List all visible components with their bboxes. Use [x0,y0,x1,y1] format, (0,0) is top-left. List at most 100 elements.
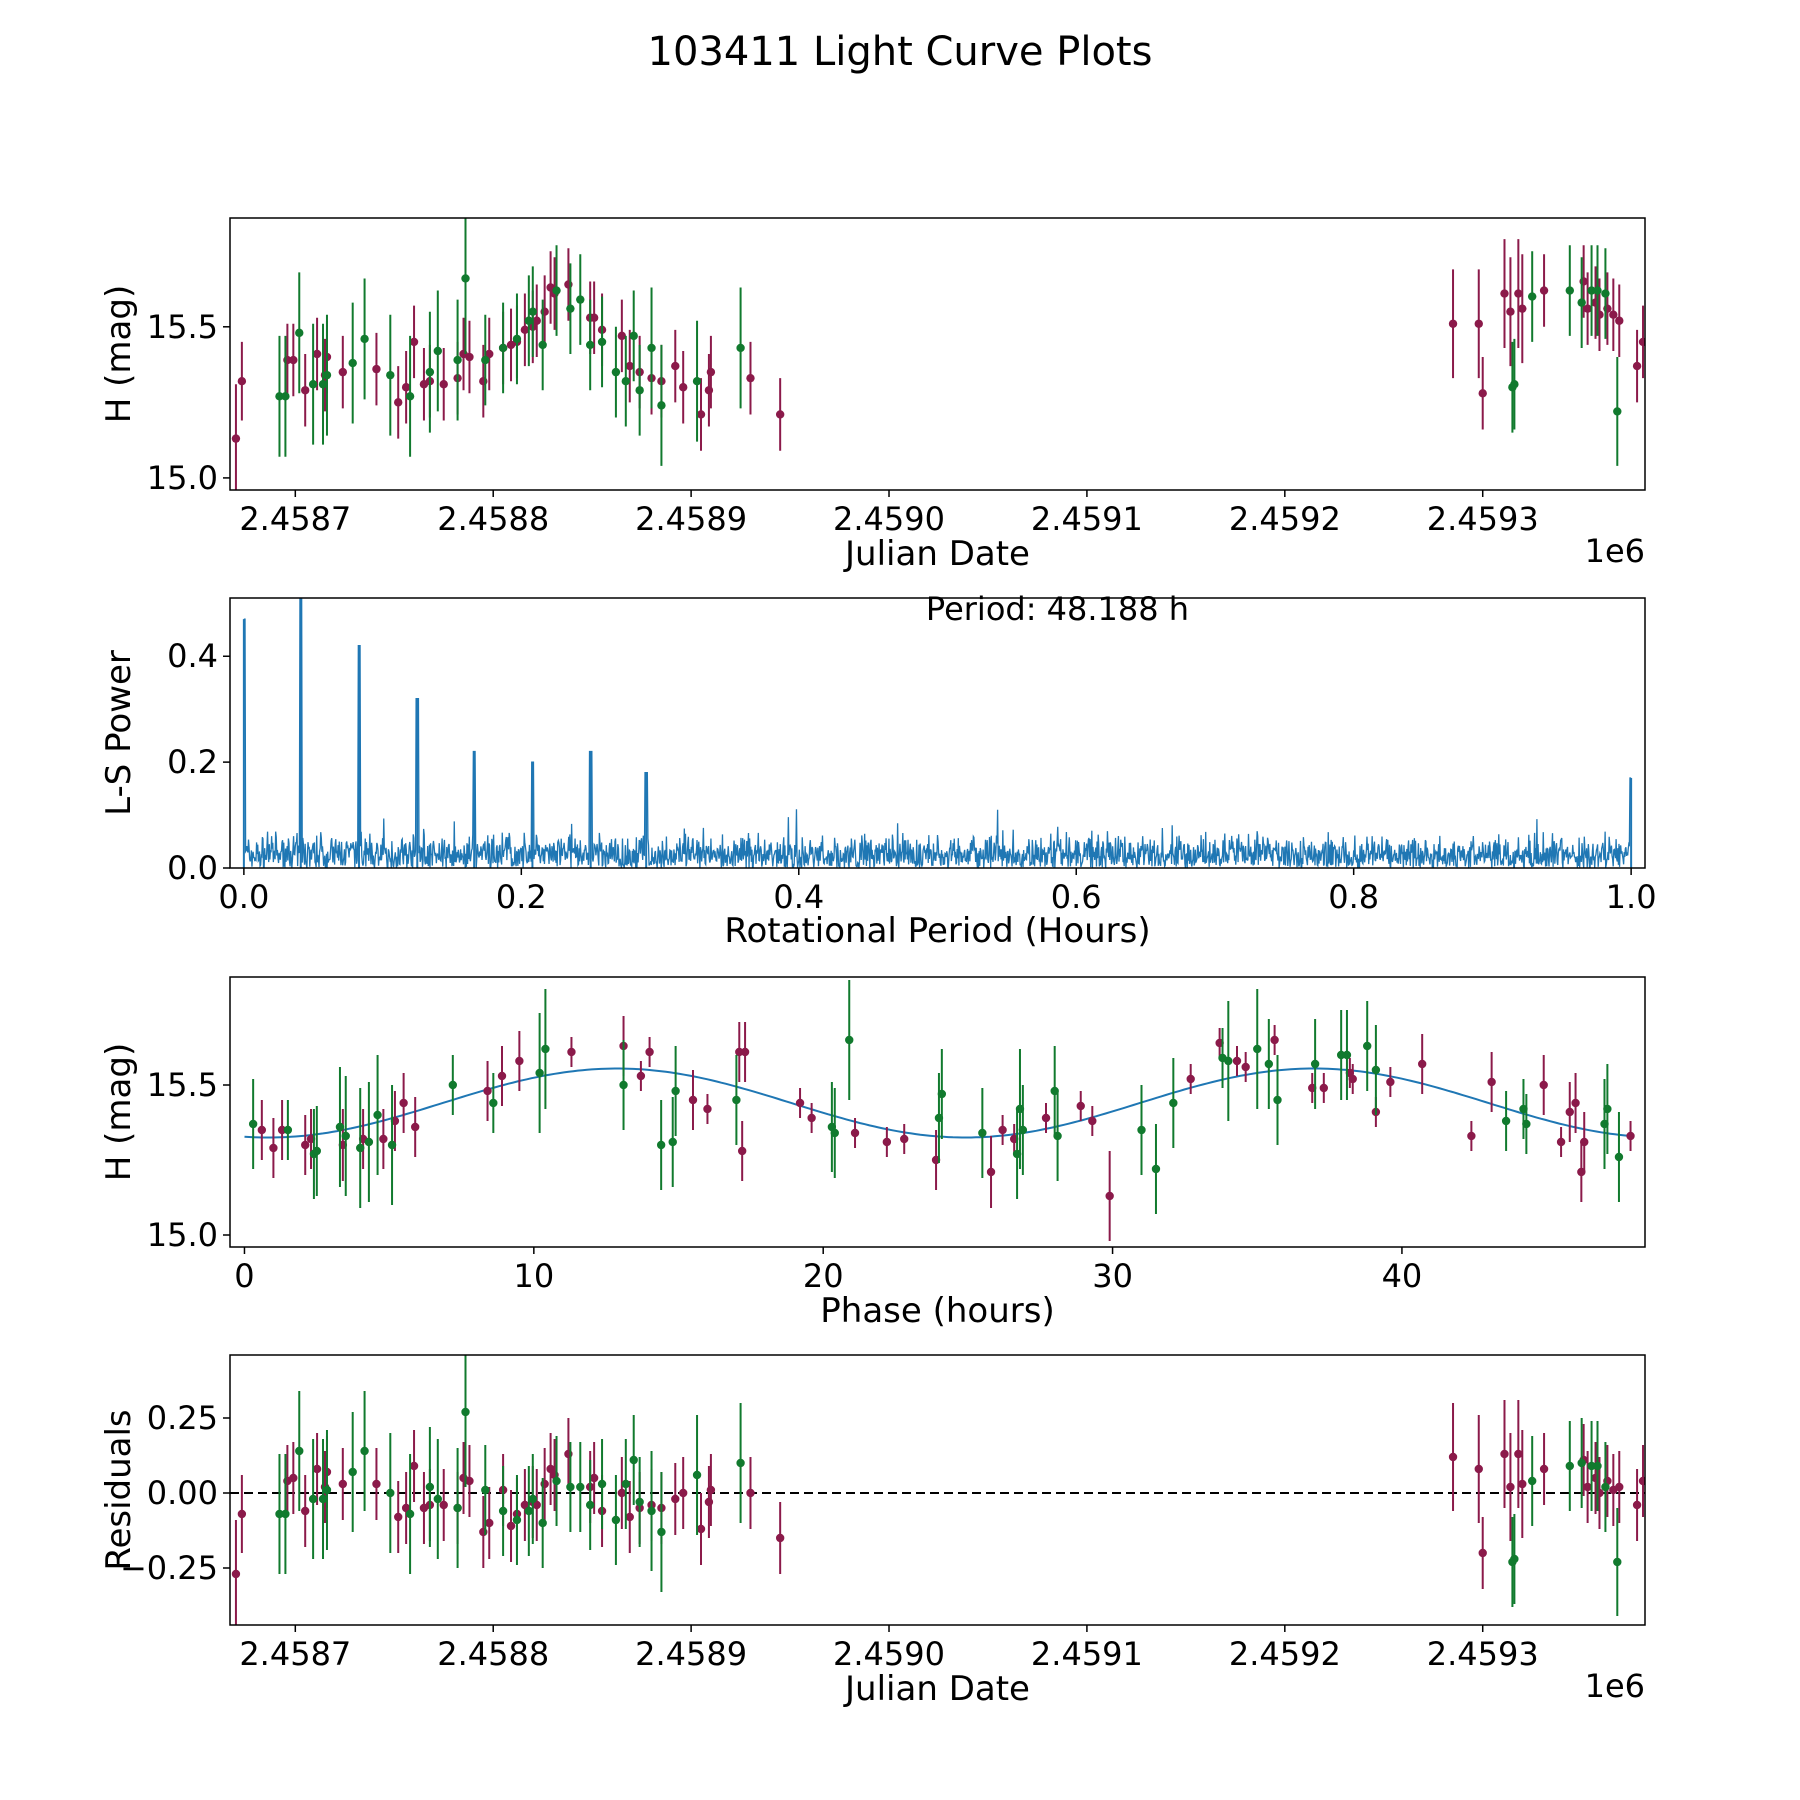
data-point [1151,1164,1161,1174]
axes-frame [229,217,1646,491]
data-point [248,1119,258,1129]
data-point [636,1071,646,1081]
data-point [520,1500,530,1510]
period-annotation: Period: 48.188 h [926,590,1189,628]
series-filter-2 [275,1355,1622,1616]
data-point [552,1476,561,1486]
data-point [671,1086,680,1096]
data-point [1522,1119,1531,1129]
data-point [775,410,785,419]
data-point [706,367,716,377]
x-tick-label: 2.4591 [1031,500,1143,538]
x-tick-label: 20 [803,1257,844,1295]
data-point [567,1047,576,1057]
data-point [1556,1137,1566,1147]
data-point [1088,1116,1097,1126]
data-point [1632,1500,1642,1510]
data-point [546,1464,555,1474]
data-point [1319,1083,1329,1093]
data-point [394,1512,403,1522]
data-point [735,1047,744,1057]
data-point [538,340,547,350]
data-point [736,1458,745,1468]
x-tick-label: 40 [1382,1257,1423,1295]
data-point [1342,1050,1352,1060]
data-point [845,1035,854,1045]
data-point [1448,1452,1458,1462]
data-point [552,286,561,295]
data-point [617,1488,627,1498]
x-tick-label: 10 [513,1257,554,1295]
x-axis-label: Julian Date [843,534,1030,574]
data-point [1241,1062,1250,1072]
data-point [373,1110,382,1120]
data-point [576,1482,585,1492]
data-point [409,337,419,347]
data-point [461,1407,470,1417]
data-point [1609,310,1618,319]
data-point [1518,304,1527,313]
y-axis-label: L-S Power [99,650,139,816]
power-spectrum-line [243,598,1632,868]
data-point [301,1506,310,1516]
data-point [1593,1461,1602,1471]
y-tick-label: 0.0 [167,849,218,887]
data-point [231,1569,241,1579]
data-point [1487,1077,1496,1087]
data-point [1638,337,1645,347]
data-point [611,1515,621,1525]
data-point [998,1125,1007,1135]
data-point [360,334,369,344]
data-point [506,1521,516,1531]
data-point [269,1143,278,1153]
data-point [1500,1449,1509,1459]
data-point [356,1143,365,1153]
data-point [338,1479,348,1489]
data-point [1603,1104,1612,1114]
data-point [1264,1059,1274,1069]
data-point [986,1167,996,1177]
x-tick-label: 0.2 [496,878,547,916]
data-point [671,1494,680,1504]
data-point [611,367,621,377]
data-point [453,355,462,365]
axes-frame [229,1354,1646,1626]
series-filter-2 [248,980,1624,1214]
plot-area [230,1355,1645,1625]
x-tick-label: 2.4589 [635,500,747,538]
data-point [1474,319,1483,328]
data-point [775,1533,785,1543]
data-point [301,386,310,395]
data-point [1613,1557,1622,1567]
data-point [1601,289,1610,298]
data-point [656,1140,666,1150]
x-axis-label: Julian Date [843,1669,1030,1709]
data-point [882,1137,892,1147]
data-point [433,1494,442,1504]
axes-frame [229,597,1646,869]
data-point [528,1494,537,1504]
data-point [1601,1482,1610,1492]
data-point [585,340,595,350]
y-tick-label: 0.00 [147,1474,218,1512]
data-point [338,367,348,377]
data-point [386,370,395,380]
data-point [617,331,627,341]
data-point [524,1506,534,1516]
data-point [732,1095,741,1105]
data-point [1137,1125,1146,1135]
data-point [386,1488,395,1498]
data-point [1467,1131,1476,1141]
data-point [1506,1482,1515,1492]
data-point [1417,1059,1427,1069]
data-point [348,1467,357,1477]
data-point [1527,1476,1537,1486]
data-point [585,1500,595,1510]
data-point [532,316,541,325]
data-point [497,1071,507,1081]
x-offset-label: 1e6 [1585,532,1645,570]
data-point [439,1500,448,1510]
data-point [372,364,381,374]
x-tick-label: 0 [234,1257,254,1295]
